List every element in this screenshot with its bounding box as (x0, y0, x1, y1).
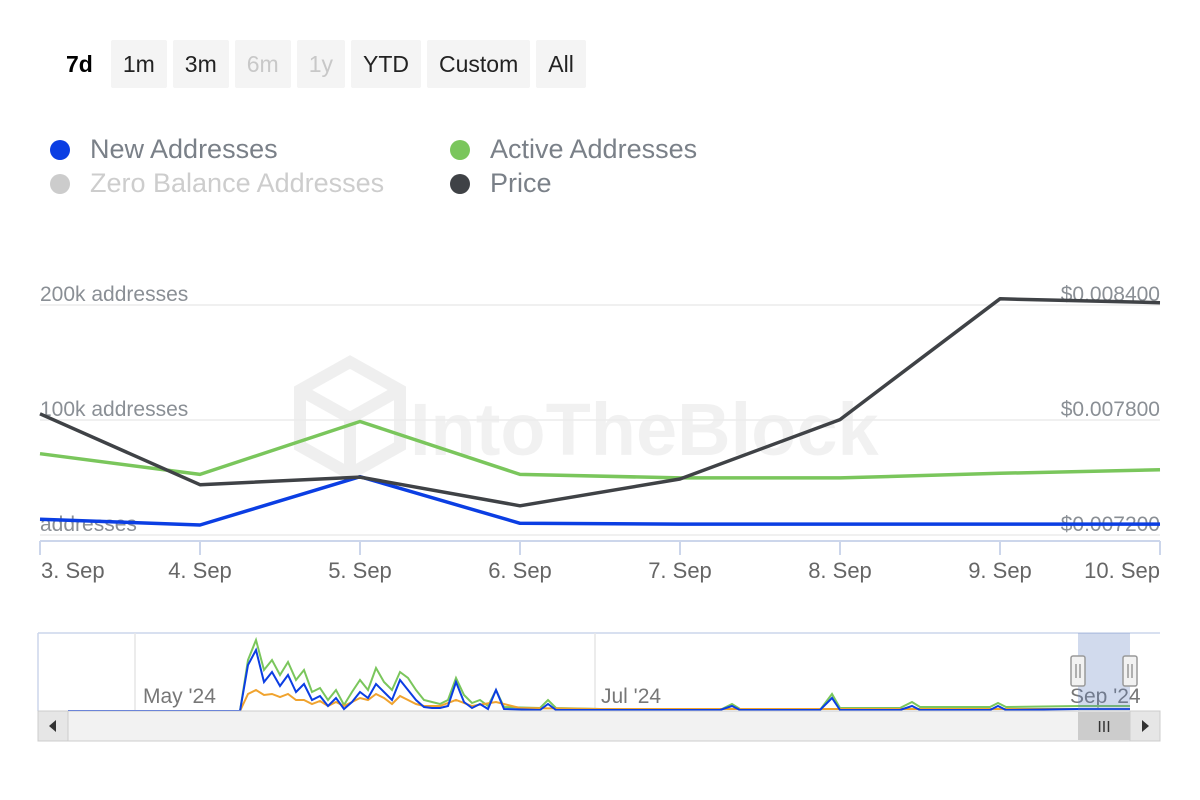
x-axis: 3. Sep 4. Sep 5. Sep 6. Sep 7. Sep 8. Sep 9. S… (39, 540, 1161, 583)
range-selector: 7d 1m 3m 6m 1y YTD Custom All (54, 40, 586, 88)
legend-label: Price (490, 168, 552, 198)
legend-item-new-addresses[interactable]: New Addresses (50, 134, 278, 165)
range-button-1y: 1y (296, 40, 345, 88)
navigator-date-label: May '24 (143, 685, 216, 708)
series-line-price (39, 297, 1161, 508)
range-button-3m[interactable]: 3m (172, 40, 229, 88)
legend-marker (450, 139, 470, 160)
handle-body[interactable] (1070, 655, 1086, 687)
legend-label: Zero Balance Addresses (90, 168, 385, 198)
x-tick-label: 9. Sep (968, 558, 1032, 583)
x-tick-label: 5. Sep (328, 558, 392, 583)
y-right-tick-label: $0.007800 (1061, 398, 1160, 421)
navigator-active-addresses-line (68, 636, 1130, 712)
series-line-new-addresses (39, 474, 1160, 527)
y-axis-right: $0.008400$0.007800$0.007200 (1061, 283, 1160, 536)
legend-item-active-addresses[interactable]: Active Addresses (450, 134, 697, 165)
x-tick-label: 4. Sep (168, 558, 232, 583)
watermark-text: IntoTheBlock (410, 388, 880, 471)
handle-body[interactable] (1122, 655, 1138, 687)
y-left-tick-label: addresses (40, 513, 137, 536)
navigator-left-handle[interactable] (1070, 655, 1086, 687)
navigator-selection-mask[interactable] (1078, 633, 1130, 711)
watermark-logo-icon (294, 355, 406, 481)
range-button-6m: 6m (234, 40, 291, 88)
navigator-right-handle[interactable] (1122, 655, 1138, 687)
navigator-date-label: Sep '24 (1070, 685, 1141, 708)
legend-label: New Addresses (90, 134, 278, 164)
range-button-ytd[interactable]: YTD (351, 40, 421, 88)
gridlines (40, 304, 1160, 536)
series-line-active-addresses (39, 419, 1161, 480)
x-tick-label: 10. Sep (1084, 558, 1160, 583)
arrow-right-icon (1142, 720, 1149, 732)
scrollbar-track[interactable] (37, 710, 1161, 742)
range-button-custom[interactable]: Custom (427, 40, 531, 88)
navigator[interactable]: May '24 Jul '24 Sep '24 III (37, 632, 1161, 742)
range-button-1m[interactable]: 1m (110, 40, 167, 88)
navigator-new-addresses-line (68, 647, 1130, 712)
x-tick-label: 8. Sep (808, 558, 872, 583)
legend-item-zero-balance-addresses[interactable]: Zero Balance Addresses (50, 168, 384, 199)
legend-marker (450, 173, 470, 194)
y-left-tick-label: 100k addresses (40, 398, 188, 421)
navigator-secondary-line (68, 688, 1130, 712)
y-left-tick-label: 200k addresses (40, 283, 188, 306)
scrollbar-right-button[interactable] (1129, 710, 1161, 742)
y-axis-left: 200k addresses 100k addresses addresses (40, 283, 188, 536)
legend-marker (50, 139, 70, 160)
series-lines (39, 297, 1161, 527)
legend: New Addresses Active Addresses Zero Bala… (50, 132, 770, 212)
range-button-7d[interactable]: 7d (54, 40, 105, 88)
scrollbar-grip-icon: III (1097, 719, 1110, 736)
navigator-date-label: Jul '24 (601, 685, 661, 708)
scrollbar-thumb[interactable] (1078, 712, 1130, 740)
x-tick-label: 3. Sep (41, 558, 105, 583)
watermark: IntoTheBlock (294, 355, 880, 481)
x-tick-label: 7. Sep (648, 558, 712, 583)
legend-marker (50, 173, 70, 194)
x-tick-label: 6. Sep (488, 558, 552, 583)
range-button-all[interactable]: All (536, 40, 586, 88)
legend-label: Active Addresses (490, 134, 698, 164)
legend-item-price[interactable]: Price (450, 168, 552, 199)
arrow-left-icon (49, 720, 56, 732)
